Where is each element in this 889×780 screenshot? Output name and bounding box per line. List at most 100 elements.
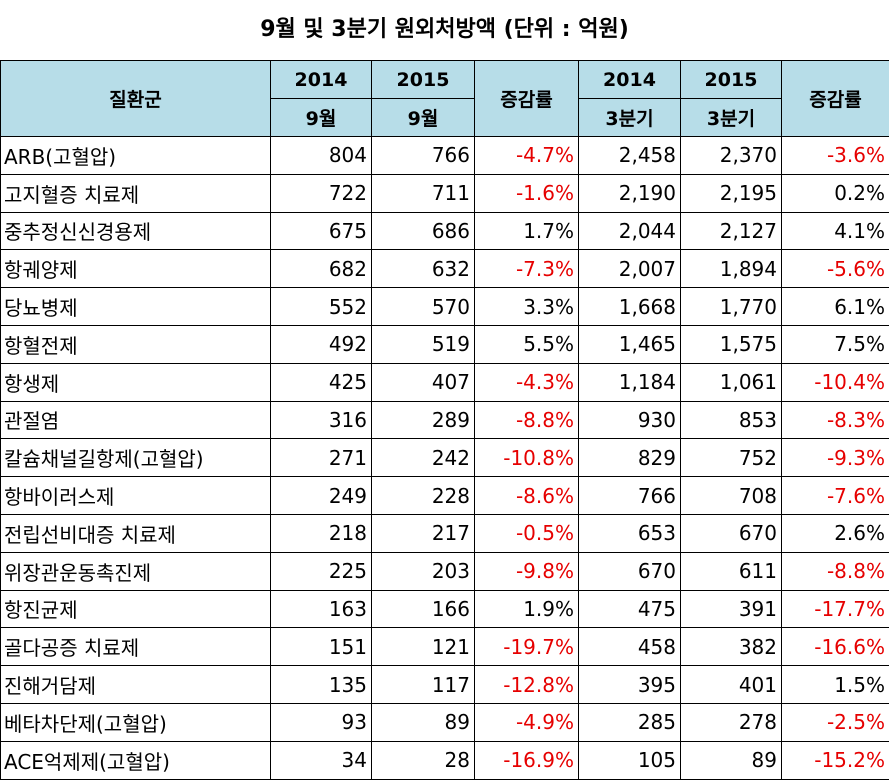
header-quarter-2014-period: 3분기 <box>578 98 681 137</box>
cell-month-change: -7.3% <box>474 249 579 289</box>
cell-month-change: -16.9% <box>474 740 579 780</box>
cell-quarter-2014: 2,458 <box>578 136 681 175</box>
cell-quarter-2015: 1,575 <box>680 324 782 364</box>
header-row-years: 질환군 2014 2015 증감률 2014 2015 증감률 <box>0 60 889 137</box>
row-category: 위장관운동촉진제 <box>0 551 271 591</box>
cell-quarter-2014: 395 <box>578 665 681 704</box>
cell-month-2015: 407 <box>371 362 475 402</box>
cell-month-2015: 166 <box>371 589 475 629</box>
cell-month-change: -4.9% <box>474 702 579 742</box>
cell-month-2014: 675 <box>270 211 372 251</box>
cell-quarter-2014: 829 <box>578 438 681 478</box>
cell-quarter-2014: 930 <box>578 400 681 440</box>
row-category: 골다공증 치료제 <box>0 627 271 667</box>
cell-quarter-change: -5.6% <box>781 249 889 289</box>
cell-quarter-change: 7.5% <box>781 324 889 364</box>
cell-quarter-2015: 1,061 <box>680 362 782 402</box>
cell-month-2014: 682 <box>270 249 372 289</box>
header-quarter-2014: 2014 <box>578 60 681 99</box>
cell-quarter-2015: 670 <box>680 513 782 553</box>
cell-month-change: 1.9% <box>474 589 579 629</box>
cell-month-2014: 425 <box>270 362 372 402</box>
cell-quarter-change: -2.5% <box>781 702 889 742</box>
cell-month-2014: 135 <box>270 665 372 704</box>
cell-quarter-2014: 2,190 <box>578 173 681 213</box>
table-row: 위장관운동촉진제 225 203 -9.8% 670 611 -8.8% <box>0 551 889 591</box>
cell-month-2015: 217 <box>371 513 475 553</box>
row-category: ACE억제제(고혈압) <box>0 740 271 780</box>
table-row: 항진균제 163 166 1.9% 475 391 -17.7% <box>0 589 889 629</box>
cell-quarter-change: -10.4% <box>781 362 889 402</box>
cell-quarter-change: 6.1% <box>781 287 889 326</box>
cell-quarter-2015: 611 <box>680 551 782 591</box>
cell-month-2014: 722 <box>270 173 372 213</box>
table-row: 중추정신신경용제 675 686 1.7% 2,044 2,127 4.1% <box>0 211 889 251</box>
header-quarter-2015-period: 3분기 <box>680 98 782 137</box>
header-month-2015: 2015 <box>371 60 475 99</box>
header-quarter-change: 증감률 <box>781 60 889 137</box>
cell-quarter-2015: 2,195 <box>680 173 782 213</box>
cell-quarter-2015: 853 <box>680 400 782 440</box>
cell-month-2014: 163 <box>270 589 372 629</box>
cell-month-change: -10.8% <box>474 438 579 478</box>
row-category: 당뇨병제 <box>0 287 271 326</box>
cell-month-2015: 117 <box>371 665 475 704</box>
cell-month-change: -9.8% <box>474 551 579 591</box>
cell-month-2015: 242 <box>371 438 475 478</box>
row-category: 관절염 <box>0 400 271 440</box>
cell-month-2014: 249 <box>270 476 372 515</box>
cell-month-2015: 686 <box>371 211 475 251</box>
cell-month-change: -12.8% <box>474 665 579 704</box>
cell-quarter-2015: 2,370 <box>680 136 782 175</box>
cell-quarter-2015: 391 <box>680 589 782 629</box>
cell-month-2014: 225 <box>270 551 372 591</box>
cell-month-2014: 93 <box>270 702 372 742</box>
table-row: 관절염 316 289 -8.8% 930 853 -8.3% <box>0 400 889 440</box>
table-row: 칼슘채널길항제(고혈압) 271 242 -10.8% 829 752 -9.3% <box>0 438 889 478</box>
cell-month-change: 3.3% <box>474 287 579 326</box>
cell-quarter-2014: 1,184 <box>578 362 681 402</box>
table-row: 고지혈증 치료제 722 711 -1.6% 2,190 2,195 0.2% <box>0 173 889 213</box>
row-category: 항생제 <box>0 362 271 402</box>
cell-month-change: -19.7% <box>474 627 579 667</box>
cell-quarter-2015: 382 <box>680 627 782 667</box>
cell-month-2014: 804 <box>270 136 372 175</box>
cell-quarter-2014: 766 <box>578 476 681 515</box>
cell-month-2014: 218 <box>270 513 372 553</box>
header-month-2015-period: 9월 <box>371 98 475 137</box>
row-category: 고지혈증 치료제 <box>0 173 271 213</box>
cell-quarter-2015: 1,770 <box>680 287 782 326</box>
cell-quarter-change: 2.6% <box>781 513 889 553</box>
cell-month-2015: 711 <box>371 173 475 213</box>
cell-quarter-change: -8.3% <box>781 400 889 440</box>
cell-quarter-change: -9.3% <box>781 438 889 478</box>
cell-month-change: -4.3% <box>474 362 579 402</box>
cell-quarter-change: 1.5% <box>781 665 889 704</box>
row-category: 항궤양제 <box>0 249 271 289</box>
cell-quarter-2014: 1,465 <box>578 324 681 364</box>
table-row: 당뇨병제 552 570 3.3% 1,668 1,770 6.1% <box>0 287 889 326</box>
cell-month-2014: 552 <box>270 287 372 326</box>
cell-quarter-change: -16.6% <box>781 627 889 667</box>
cell-quarter-2014: 475 <box>578 589 681 629</box>
header-month-2014: 2014 <box>270 60 372 99</box>
table-row: 베타차단제(고혈압) 93 89 -4.9% 285 278 -2.5% <box>0 702 889 742</box>
row-category: 전립선비대증 치료제 <box>0 513 271 553</box>
header-category: 질환군 <box>0 60 271 137</box>
table-row: ACE억제제(고혈압) 34 28 -16.9% 105 89 -15.2% <box>0 740 889 780</box>
cell-month-2014: 271 <box>270 438 372 478</box>
cell-quarter-2014: 458 <box>578 627 681 667</box>
cell-month-change: -0.5% <box>474 513 579 553</box>
cell-quarter-2015: 2,127 <box>680 211 782 251</box>
cell-quarter-2015: 1,894 <box>680 249 782 289</box>
row-category: 항바이러스제 <box>0 476 271 515</box>
cell-month-change: -4.7% <box>474 136 579 175</box>
cell-quarter-change: 0.2% <box>781 173 889 213</box>
table-row: ARB(고혈압) 804 766 -4.7% 2,458 2,370 -3.6% <box>0 136 889 175</box>
cell-month-2014: 151 <box>270 627 372 667</box>
table-row: 진해거담제 135 117 -12.8% 395 401 1.5% <box>0 665 889 704</box>
cell-month-change: 1.7% <box>474 211 579 251</box>
page-title: 9월 및 3분기 원외처방액 (단위 : 억원) <box>260 17 629 42</box>
row-category: 항진균제 <box>0 589 271 629</box>
cell-quarter-2014: 1,668 <box>578 287 681 326</box>
